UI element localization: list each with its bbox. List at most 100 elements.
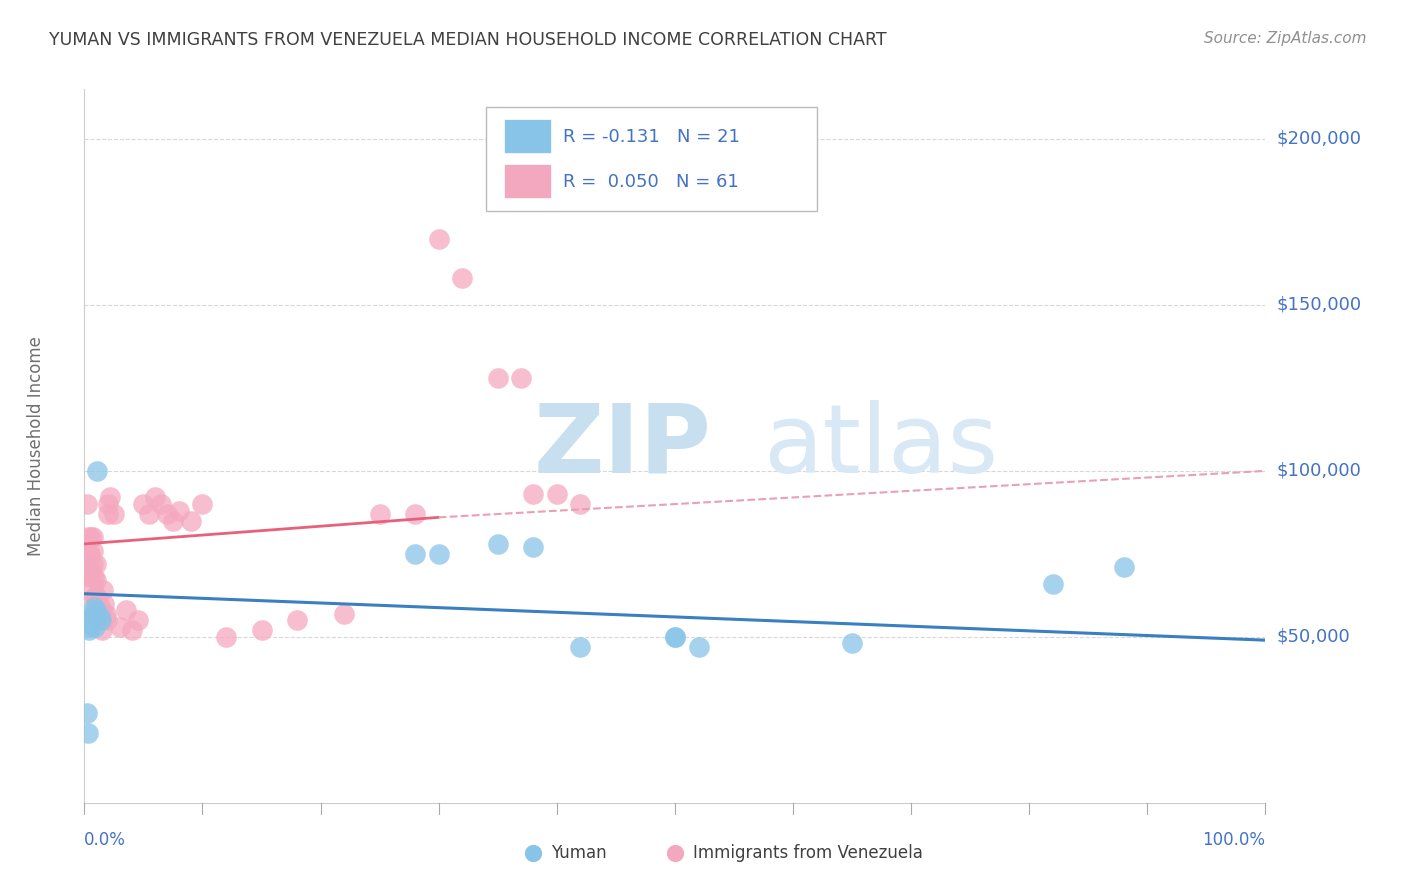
Point	[664, 630, 686, 644]
Point	[108, 620, 131, 634]
Point	[82, 557, 104, 571]
Text: 100.0%: 100.0%	[1202, 830, 1265, 848]
Text: $50,000: $50,000	[1277, 628, 1350, 646]
FancyBboxPatch shape	[486, 107, 817, 211]
Point	[86, 464, 108, 478]
Point	[83, 590, 105, 604]
Point	[1112, 560, 1135, 574]
Point	[83, 599, 105, 614]
Point	[84, 607, 107, 621]
Point	[84, 603, 107, 617]
Point	[91, 583, 114, 598]
Text: atlas: atlas	[763, 400, 998, 492]
Point	[77, 564, 100, 578]
Point	[82, 613, 104, 627]
Text: $150,000: $150,000	[1277, 296, 1361, 314]
Point	[97, 507, 120, 521]
Text: Source: ZipAtlas.com: Source: ZipAtlas.com	[1204, 31, 1367, 46]
FancyBboxPatch shape	[503, 164, 551, 198]
Point	[84, 590, 107, 604]
Point	[82, 607, 104, 621]
Point	[162, 514, 184, 528]
Point	[427, 231, 450, 245]
Point	[486, 371, 509, 385]
Point	[103, 507, 125, 521]
Point	[427, 547, 450, 561]
Point	[150, 497, 173, 511]
Point	[79, 547, 101, 561]
Point	[79, 620, 101, 634]
Point	[80, 616, 103, 631]
Point	[76, 706, 98, 721]
Point	[404, 507, 426, 521]
Text: Median Household Income: Median Household Income	[27, 336, 45, 556]
Point	[79, 570, 101, 584]
Point	[180, 514, 202, 528]
Point	[841, 636, 863, 650]
Point	[664, 630, 686, 644]
Point	[82, 543, 104, 558]
Point	[80, 564, 103, 578]
Point	[285, 613, 308, 627]
Point	[138, 507, 160, 521]
Point	[664, 796, 686, 810]
Point	[250, 624, 273, 638]
Point	[522, 540, 544, 554]
Point	[84, 610, 107, 624]
Point	[84, 557, 107, 571]
Point	[87, 603, 110, 617]
Point	[79, 613, 101, 627]
Point	[80, 610, 103, 624]
Point	[94, 607, 117, 621]
Point	[90, 613, 112, 627]
Point	[215, 630, 238, 644]
Text: R = -0.131   N = 21: R = -0.131 N = 21	[562, 128, 740, 146]
Point	[569, 640, 592, 654]
Point	[451, 271, 474, 285]
Point	[87, 597, 110, 611]
Point	[688, 640, 710, 654]
Point	[77, 547, 100, 561]
Point	[569, 497, 592, 511]
Point	[93, 597, 115, 611]
Point	[84, 597, 107, 611]
Text: ZIP: ZIP	[533, 400, 711, 492]
Point	[83, 570, 105, 584]
Point	[97, 497, 120, 511]
Point	[91, 624, 114, 638]
Point	[333, 607, 356, 621]
Point	[127, 613, 149, 627]
Point	[522, 487, 544, 501]
Point	[77, 624, 100, 638]
Point	[86, 590, 108, 604]
Point	[84, 574, 107, 588]
Point	[368, 507, 391, 521]
Point	[76, 497, 98, 511]
FancyBboxPatch shape	[503, 120, 551, 153]
Point	[84, 610, 107, 624]
Point	[82, 580, 104, 594]
Point	[121, 624, 143, 638]
Point	[510, 371, 533, 385]
Point	[89, 607, 111, 621]
Text: 0.0%: 0.0%	[84, 830, 127, 848]
Point	[77, 613, 100, 627]
Point	[156, 507, 179, 521]
Point	[167, 504, 190, 518]
Point	[191, 497, 214, 511]
Text: $100,000: $100,000	[1277, 462, 1361, 480]
Point	[1042, 576, 1064, 591]
Text: R =  0.050   N = 61: R = 0.050 N = 61	[562, 173, 738, 191]
Point	[91, 603, 114, 617]
Point	[546, 487, 568, 501]
Point	[84, 620, 107, 634]
Point	[404, 547, 426, 561]
Text: Immigrants from Venezuela: Immigrants from Venezuela	[693, 844, 922, 862]
Point	[522, 796, 544, 810]
Point	[96, 613, 118, 627]
Point	[77, 530, 100, 544]
Point	[84, 590, 107, 604]
Text: YUMAN VS IMMIGRANTS FROM VENEZUELA MEDIAN HOUSEHOLD INCOME CORRELATION CHART: YUMAN VS IMMIGRANTS FROM VENEZUELA MEDIA…	[49, 31, 887, 49]
Point	[80, 530, 103, 544]
Text: $200,000: $200,000	[1277, 130, 1361, 148]
